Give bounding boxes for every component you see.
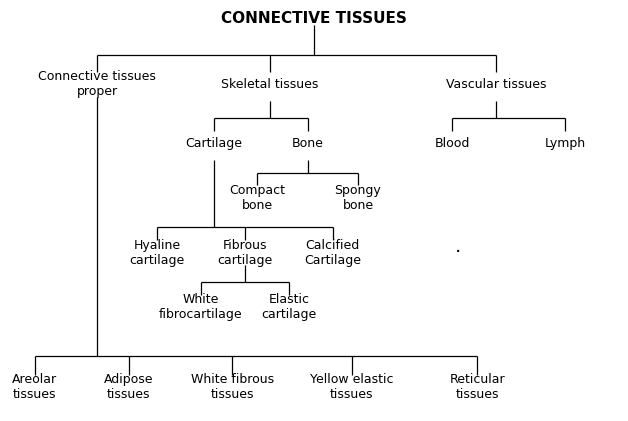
Text: Lymph: Lymph (544, 137, 586, 149)
Text: Fibrous
cartilage: Fibrous cartilage (217, 239, 273, 266)
Text: Reticular
tissues: Reticular tissues (450, 373, 505, 401)
Text: Areolar
tissues: Areolar tissues (12, 373, 57, 401)
Text: Calcified
Cartilage: Calcified Cartilage (305, 239, 361, 266)
Text: Spongy
bone: Spongy bone (335, 184, 381, 212)
Text: Yellow elastic
tissues: Yellow elastic tissues (310, 373, 393, 401)
Text: ·: · (455, 243, 462, 262)
Text: Vascular tissues: Vascular tissues (446, 78, 546, 91)
Text: Hyaline
cartilage: Hyaline cartilage (129, 239, 185, 266)
Text: Skeletal tissues: Skeletal tissues (221, 78, 319, 91)
Text: CONNECTIVE TISSUES: CONNECTIVE TISSUES (221, 11, 407, 27)
Text: White
fibrocartilage: White fibrocartilage (159, 293, 243, 321)
Text: Adipose
tissues: Adipose tissues (104, 373, 153, 401)
Text: Bone: Bone (292, 137, 323, 149)
Text: Blood: Blood (435, 137, 470, 149)
Text: Cartilage: Cartilage (185, 137, 242, 149)
Text: Elastic
cartilage: Elastic cartilage (261, 293, 317, 321)
Text: White fibrous
tissues: White fibrous tissues (191, 373, 274, 401)
Text: Compact
bone: Compact bone (229, 184, 286, 212)
Text: Connective tissues
proper: Connective tissues proper (38, 70, 156, 98)
